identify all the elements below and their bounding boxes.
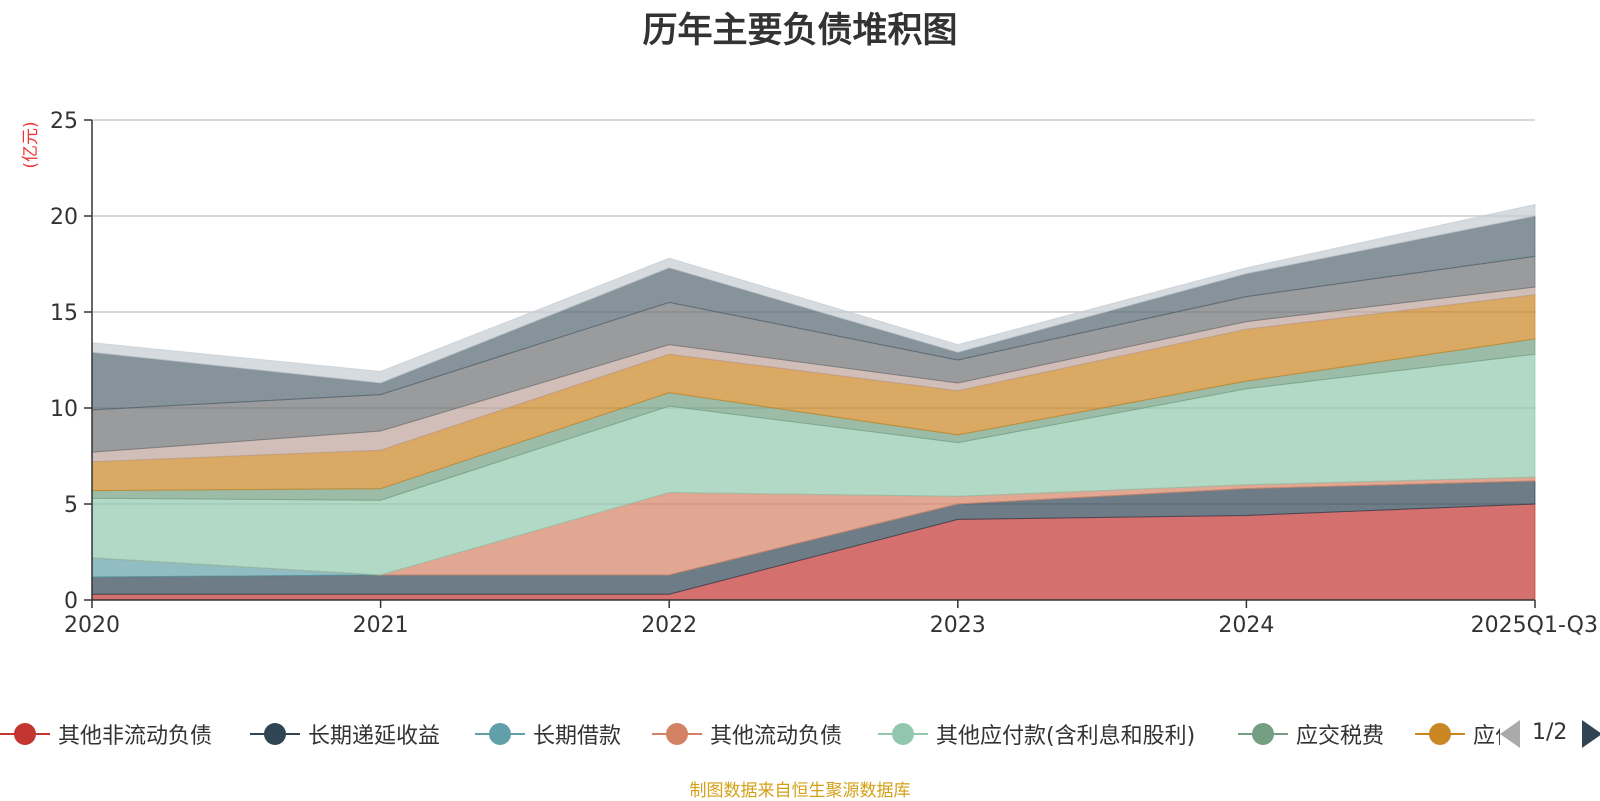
legend-marker-icon <box>250 722 300 746</box>
y-axis-label: (亿元) <box>21 121 41 168</box>
legend-pager: 1/2 <box>1500 716 1600 752</box>
legend-label: 其他非流动负债 <box>58 724 213 749</box>
legend-item[interactable]: 应交税费 <box>1238 710 1384 758</box>
legend-next-page-button[interactable] <box>1582 720 1600 748</box>
legend-marker-icon <box>475 722 525 746</box>
x-tick-label: 2020 <box>64 613 120 638</box>
y-tick-label: 10 <box>50 397 78 422</box>
legend-marker-icon <box>652 722 702 746</box>
legend-page-indicator: 1/2 <box>1532 720 1568 745</box>
chart-title: 历年主要负债堆积图 <box>642 11 958 51</box>
y-tick-label: 25 <box>50 109 78 134</box>
legend-prev-page-button[interactable] <box>1500 720 1520 748</box>
y-tick-label: 15 <box>50 301 78 326</box>
x-tick-label: 2021 <box>353 613 409 638</box>
legend-label: 长期递延收益 <box>308 724 441 749</box>
legend-label: 其他应付款(含利息和股利) <box>936 724 1196 749</box>
x-tick-label: 2022 <box>641 613 697 638</box>
legend-item[interactable]: 应付账款 <box>1415 710 1500 758</box>
legend-marker-icon <box>1415 722 1465 746</box>
legend-marker-icon <box>878 722 928 746</box>
legend-item[interactable]: 长期递延收益 <box>250 710 440 758</box>
x-tick-label: 2025Q1-Q3 <box>1471 613 1598 638</box>
legend-label: 长期借款 <box>533 724 622 749</box>
legend-label: 其他流动负债 <box>710 724 843 749</box>
y-tick-label: 0 <box>64 589 78 614</box>
legend-item[interactable]: 其他流动负债 <box>652 710 842 758</box>
x-tick-label: 2023 <box>930 613 986 638</box>
legend-label: 应交税费 <box>1296 724 1385 749</box>
legend-item[interactable]: 其他应付款(含利息和股利) <box>878 710 1195 758</box>
legend-item[interactable]: 其他非流动负债 <box>0 710 212 758</box>
y-tick-label: 20 <box>50 205 78 230</box>
legend-marker-icon <box>0 722 50 746</box>
legend-label: 应付账款 <box>1473 724 1500 749</box>
legend: 其他非流动负债 长期递延收益 长期借款 其他流动负债 其他应付款(含利息和股利) 应交税费… <box>0 710 1500 758</box>
legend-marker-icon <box>1238 722 1288 746</box>
legend-item[interactable]: 长期借款 <box>475 710 621 758</box>
y-tick-label: 5 <box>64 493 78 518</box>
area-series-10 <box>91 203 1536 384</box>
source-note: 制图数据来自恒生聚源数据库 <box>689 781 911 801</box>
x-tick-label: 2024 <box>1218 613 1274 638</box>
